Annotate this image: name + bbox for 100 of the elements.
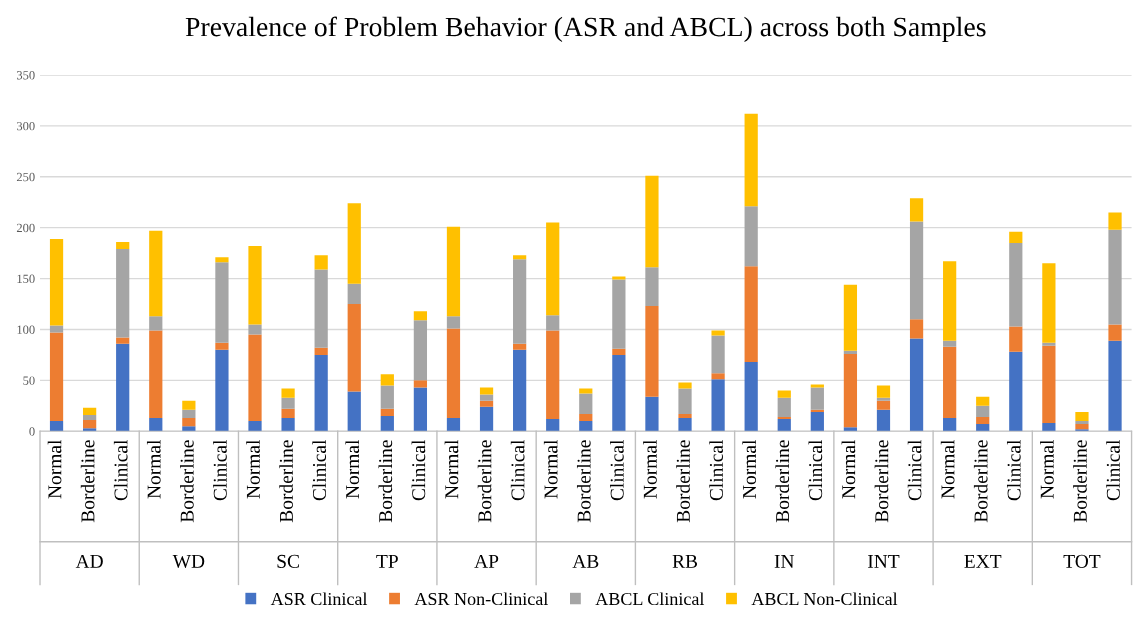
text: IN bbox=[774, 555, 795, 568]
bar bbox=[909, 221, 924, 320]
bar bbox=[1075, 424, 1089, 430]
x-tick-label: Clinical bbox=[808, 439, 823, 501]
legend-label: ASR Clinical bbox=[270, 592, 368, 606]
bar bbox=[546, 330, 560, 420]
bar bbox=[876, 409, 891, 432]
x-tick-label: Normal bbox=[742, 439, 757, 499]
bar bbox=[678, 413, 692, 419]
x-tick-label: Borderline bbox=[775, 440, 790, 523]
bar bbox=[380, 415, 394, 432]
bar bbox=[116, 249, 130, 338]
bar bbox=[1075, 429, 1089, 432]
bar bbox=[347, 391, 361, 432]
x-tick-label: Borderline bbox=[477, 440, 492, 523]
bar bbox=[116, 241, 130, 250]
bar bbox=[248, 421, 262, 432]
bar bbox=[149, 316, 163, 331]
bar bbox=[83, 407, 97, 415]
bar bbox=[810, 384, 824, 388]
bar bbox=[810, 411, 824, 432]
legend-label: ABCL Non-Clinical bbox=[751, 592, 898, 606]
y-tick-label: 250 bbox=[16, 172, 35, 182]
bar bbox=[248, 324, 262, 335]
bar bbox=[49, 332, 64, 422]
bar bbox=[215, 257, 229, 263]
bar bbox=[612, 276, 626, 280]
bar bbox=[49, 325, 64, 333]
x-tick-label: Borderline bbox=[1073, 440, 1087, 523]
bar bbox=[711, 330, 725, 336]
bar bbox=[579, 388, 593, 394]
bar bbox=[645, 267, 659, 307]
bar bbox=[843, 353, 858, 428]
bar bbox=[976, 417, 990, 425]
y-tick-label: 350 bbox=[16, 71, 35, 80]
x-tick-label: Clinical bbox=[1106, 439, 1120, 501]
bar bbox=[83, 420, 97, 429]
x-tick-label: Borderline bbox=[80, 440, 95, 523]
bar bbox=[1009, 242, 1023, 327]
y-tick-label: 150 bbox=[17, 274, 35, 284]
bar bbox=[1108, 324, 1122, 341]
bar bbox=[546, 315, 560, 331]
x-tick-label: Normal bbox=[345, 439, 360, 499]
bar bbox=[876, 400, 891, 410]
x-tick-label: Normal bbox=[643, 439, 657, 499]
bar bbox=[579, 393, 593, 414]
bar bbox=[380, 374, 394, 386]
bar bbox=[612, 348, 626, 355]
x-tick-label: Borderline bbox=[973, 440, 988, 523]
x-tick-label: Normal bbox=[940, 439, 955, 499]
x-tick-label: Borderline bbox=[279, 440, 293, 523]
bar bbox=[976, 405, 990, 417]
bar bbox=[281, 408, 295, 419]
bar bbox=[215, 342, 229, 350]
bar bbox=[83, 428, 97, 432]
x-tick-label: Normal bbox=[146, 439, 161, 499]
text: TOT bbox=[1063, 554, 1101, 568]
bar bbox=[1042, 423, 1056, 432]
bar bbox=[1108, 340, 1122, 432]
bar bbox=[943, 346, 957, 419]
bar bbox=[182, 400, 196, 410]
text: AP bbox=[474, 554, 499, 568]
bar bbox=[215, 349, 229, 432]
x-tick-label: Borderline bbox=[874, 440, 889, 523]
bar bbox=[281, 418, 295, 432]
bar bbox=[843, 284, 858, 351]
bar bbox=[446, 418, 461, 432]
legend-label: ASR Non-Clinical bbox=[414, 592, 548, 606]
bar bbox=[876, 397, 891, 401]
text: AD bbox=[75, 554, 103, 568]
bar bbox=[248, 246, 262, 325]
bar bbox=[711, 335, 725, 374]
bar bbox=[116, 343, 130, 432]
x-tick-label: Clinical bbox=[709, 439, 723, 501]
bar bbox=[909, 338, 924, 432]
bar bbox=[744, 206, 758, 267]
y-tick-label: 100 bbox=[17, 325, 35, 334]
bar bbox=[149, 418, 163, 432]
bar bbox=[513, 255, 527, 260]
bar bbox=[347, 304, 361, 392]
bar bbox=[413, 320, 428, 381]
bar bbox=[1075, 411, 1089, 422]
bar bbox=[513, 349, 527, 432]
text: AB bbox=[572, 554, 599, 568]
legend-label: ABCL Clinical bbox=[595, 592, 705, 606]
y-tick-label: 50 bbox=[23, 376, 35, 385]
x-tick-label: Clinical bbox=[411, 439, 426, 501]
bar bbox=[744, 113, 758, 207]
bar bbox=[1075, 421, 1089, 425]
bar bbox=[446, 316, 461, 329]
x-tick-label: Borderline bbox=[180, 440, 194, 523]
bar bbox=[976, 396, 990, 406]
x-tick-label: Clinical bbox=[312, 439, 327, 501]
bar bbox=[314, 347, 328, 355]
bar bbox=[810, 387, 824, 410]
bar bbox=[612, 354, 626, 432]
bar bbox=[612, 279, 626, 349]
x-tick-label: Clinical bbox=[1006, 439, 1021, 501]
bar bbox=[843, 427, 858, 432]
x-tick-label: Normal bbox=[444, 439, 459, 499]
